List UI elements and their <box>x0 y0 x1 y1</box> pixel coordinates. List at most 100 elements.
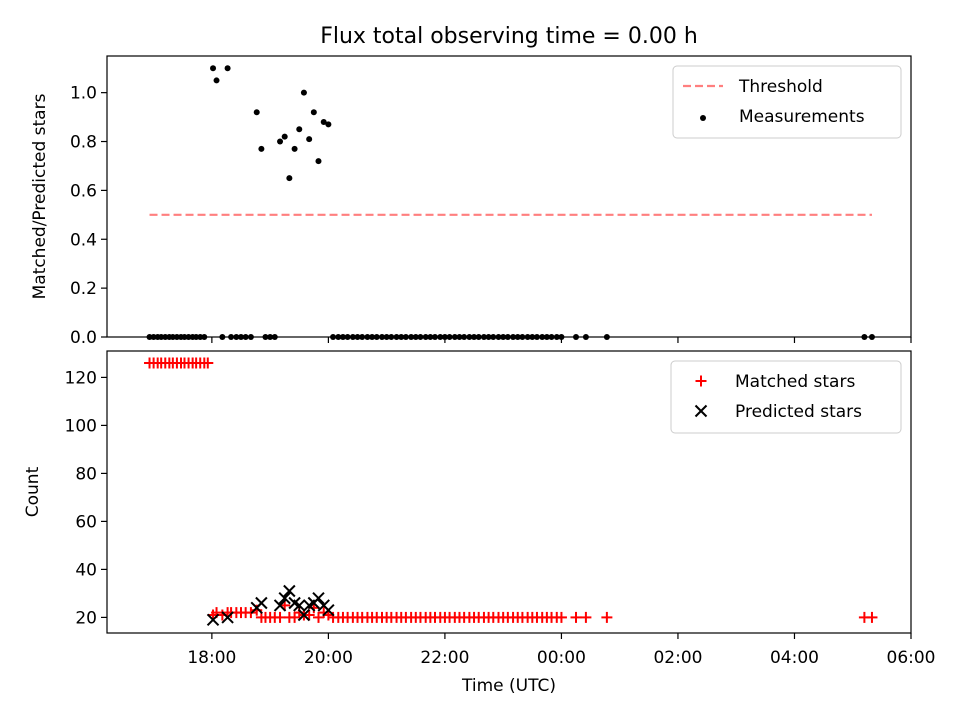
measurement-point <box>315 158 322 165</box>
measurement-point <box>533 334 540 340</box>
matched-star-point <box>274 611 286 623</box>
legend-label: Predicted stars <box>735 402 862 422</box>
measurement-point <box>258 145 265 152</box>
legend-measurement-swatch <box>700 115 706 121</box>
y-tick-label: 100 <box>65 416 97 436</box>
measurement-point <box>349 334 356 340</box>
measurement-point <box>461 334 468 340</box>
measurement-point <box>359 334 366 340</box>
legend: Threshold Measurements <box>672 65 902 139</box>
measurement-point <box>201 334 208 340</box>
measurement-point <box>480 334 487 340</box>
measurement-point <box>475 334 482 340</box>
y-tick-label: 40 <box>75 560 97 580</box>
measurement-point <box>388 334 395 340</box>
matched-star-point <box>303 609 315 621</box>
measurement-point <box>228 334 235 340</box>
measurement-point <box>543 334 550 340</box>
measurement-point <box>432 334 439 340</box>
measurement-point <box>490 334 497 340</box>
y-tick-label: 0.0 <box>70 328 97 348</box>
matched-star-point <box>312 611 324 623</box>
measurement-point <box>514 334 521 340</box>
measurement-point <box>262 334 269 340</box>
measurement-point <box>441 334 448 340</box>
x-tick-label: 04:00 <box>770 648 819 668</box>
measurement-point <box>224 65 231 72</box>
axes-frame <box>106 350 912 634</box>
y-tick-label: 120 <box>65 368 97 388</box>
measurement-point <box>286 175 293 182</box>
measurement-point <box>238 334 244 340</box>
measurement-point <box>582 334 589 340</box>
measurement-point <box>344 334 351 340</box>
legend-matched-swatch <box>695 375 707 387</box>
y-tick-label: 0.6 <box>70 181 97 201</box>
predicted-star-point <box>273 599 287 612</box>
measurement-point <box>573 334 579 340</box>
predicted-star-point <box>297 608 311 622</box>
matched-star-point <box>555 611 567 623</box>
measurement-point <box>553 334 560 340</box>
measurement-point <box>548 334 555 340</box>
measurement-point <box>300 89 307 96</box>
legend-frame <box>670 360 902 434</box>
measurement-point <box>247 334 254 340</box>
x-tick-label: 02:00 <box>653 648 702 668</box>
predicted-star-point <box>278 591 291 605</box>
y-tick-label: 0.4 <box>70 230 97 250</box>
matched-star-point <box>601 611 613 623</box>
measurement-point <box>529 334 536 340</box>
matched-star-point <box>570 611 582 623</box>
matched-star-point <box>580 611 592 623</box>
measurement-point <box>378 334 385 340</box>
measurement-point <box>495 334 502 340</box>
measurement-point <box>412 334 419 340</box>
y-tick-label: 1.0 <box>70 84 97 104</box>
measurement-point <box>524 334 531 340</box>
legend-predicted-swatch <box>694 404 708 418</box>
predicted-star-point <box>312 591 325 605</box>
measurement-point <box>233 334 240 340</box>
x-tick-label: 18:00 <box>187 648 236 668</box>
ratio-panel: 0.0 0.2 0.4 0.6 0.8 1.0 Matched/Predicted star… <box>30 55 912 348</box>
y-tick-label: 80 <box>75 464 97 484</box>
measurement-point <box>335 334 342 340</box>
measurement-point <box>364 334 371 340</box>
predicted-star-point <box>293 599 306 612</box>
measurement-point <box>277 138 284 145</box>
measurement-point <box>558 334 565 340</box>
measurement-point <box>325 121 332 128</box>
x-axis-label: Time (UTC) <box>461 676 556 696</box>
measurement-point <box>339 334 346 340</box>
measurement-point <box>446 334 453 340</box>
legend-frame <box>672 65 902 139</box>
measurement-point <box>868 334 875 340</box>
x-tick-label: 06:00 <box>887 648 936 668</box>
measurement-point <box>422 334 429 340</box>
measurement-point <box>471 334 478 340</box>
measurement-point <box>383 334 390 340</box>
measurement-point <box>417 334 424 340</box>
plot-area <box>144 357 878 627</box>
measurement-point <box>451 334 458 340</box>
measurement-point <box>242 334 249 340</box>
measurement-point <box>296 126 303 133</box>
plot-area <box>146 65 875 340</box>
matched-star-point <box>866 611 878 623</box>
y-axis-label: Matched/Predicted stars <box>30 93 50 299</box>
measurement-point <box>306 136 313 143</box>
measurement-point <box>267 334 274 340</box>
x-tick-label: 00:00 <box>537 648 586 668</box>
predicted-star-point <box>255 596 268 610</box>
measurement-point <box>408 334 415 340</box>
measurement-point <box>213 77 220 84</box>
measurement-point <box>603 334 610 340</box>
measurement-point <box>466 334 473 340</box>
measurement-point <box>393 334 400 340</box>
matched-star-point <box>202 357 214 369</box>
measurement-point <box>402 334 409 340</box>
measurement-point <box>354 334 361 340</box>
count-panel: 20 40 60 80 100 120 18:00 20:00 22:00 00:00 02:00 0… <box>23 350 936 696</box>
